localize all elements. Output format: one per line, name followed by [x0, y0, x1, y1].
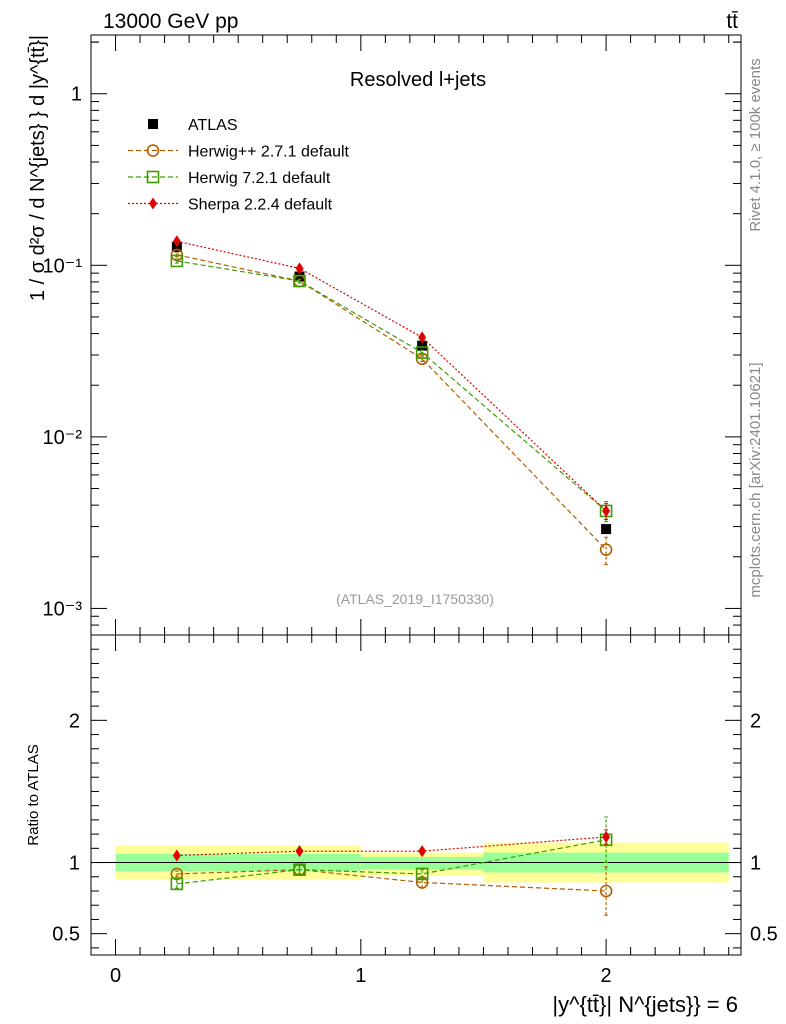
main-data-point: [602, 504, 611, 517]
main-series-line: [176, 254, 607, 551]
main-y-tick-label: 10⁻¹: [43, 255, 83, 277]
main-data-point: [172, 235, 181, 248]
ratio-series-line: [176, 839, 607, 885]
ratio-y-tick-label-right: 1: [750, 853, 761, 875]
ratio-series-line: [176, 869, 607, 892]
legend-entry-1: Herwig++ 2.7.1 default: [128, 144, 350, 161]
main-y-tick-label: 10⁻³: [43, 598, 83, 620]
ratio-data-point: [602, 830, 611, 843]
ratio-y-axis-label: Ratio to ATLAS: [25, 744, 42, 845]
header-left: 13000 GeV pp: [103, 10, 238, 33]
x-axis-label: |y^{tt̄}| N^{jets}} = 6: [552, 992, 738, 1017]
ratio-y-tick-label-left: 0.5: [52, 924, 80, 946]
main-data-point: [293, 274, 306, 288]
legend-label: Herwig++ 2.7.1 default: [188, 144, 350, 161]
main-series-herwig-7-2-1-default: [170, 254, 613, 523]
ratio-data-point: [172, 849, 181, 862]
legend-marker: [146, 144, 160, 157]
axes-frame: [90, 34, 742, 956]
ratio-data-point: [418, 845, 427, 858]
watermark: (ATLAS_2019_I1750330): [336, 591, 494, 607]
legend-label: ATLAS: [188, 117, 238, 134]
data-series: [170, 235, 613, 916]
ratio-data-point: [599, 884, 613, 898]
main-series-atlas: [171, 241, 612, 535]
ratio-data-point: [415, 867, 429, 881]
legend-marker: [146, 170, 160, 184]
ratio-plot-frame: [90, 634, 742, 956]
main-data-point: [599, 543, 613, 556]
header-right: tt̄: [726, 10, 738, 33]
axis-ticks: [90, 35, 741, 955]
ratio-data-point: [170, 877, 184, 891]
mcplots-reference-text: mcplots.cern.ch [arXiv:2401.10621]: [747, 362, 764, 597]
ratio-y-tick-label-left: 2: [69, 710, 80, 732]
legend: ATLAS Herwig++ 2.7.1 default Herwig 7.2.1 …: [128, 117, 350, 214]
ratio-y-tick-label-left: 1: [69, 853, 80, 875]
ratio-data-point: [295, 845, 304, 858]
main-data-point: [601, 524, 612, 535]
ratio-series-line: [176, 836, 607, 857]
legend-marker: [149, 197, 157, 210]
main-y-tick-label: 1: [71, 84, 82, 106]
main-series-line: [176, 240, 607, 512]
main-series-line: [176, 260, 607, 512]
main-title: Resolved l+jets: [350, 69, 486, 91]
main-series-sherpa-2-2-4-default: [172, 235, 611, 520]
x-tick-label: 0: [110, 965, 121, 987]
legend-marker: [148, 119, 158, 129]
legend-label: Herwig 7.2.1 default: [188, 170, 331, 187]
main-y-axis-label: 1 / σ d²σ / d N^{jets} } d |y^{tt̄}|: [27, 35, 49, 301]
ratio-y-tick-label-right: 0.5: [750, 924, 778, 946]
x-tick-label: 2: [601, 965, 612, 987]
main-data-point: [294, 271, 305, 282]
rivet-version-text: Rivet 4.1.0, ≥ 100k events: [747, 58, 764, 231]
legend-entry-2: Herwig 7.2.1 default: [128, 170, 331, 187]
ratio-series-sherpa-2-2-4-default: [172, 829, 611, 862]
legend-label: Sherpa 2.2.4 default: [188, 197, 333, 214]
ratio-y-tick-label-right: 2: [750, 710, 761, 732]
main-data-point: [295, 262, 304, 275]
main-y-tick-label: 10⁻²: [43, 427, 83, 449]
legend-entry-3: Sherpa 2.2.4 default: [128, 197, 333, 214]
ratio-data-point: [293, 863, 306, 876]
main-data-point: [418, 331, 427, 344]
main-data-point: [415, 346, 429, 359]
x-tick-label: 1: [355, 965, 366, 987]
legend-entry-0: ATLAS: [148, 117, 238, 134]
main-data-point: [417, 340, 428, 351]
main-series-herwig-2-7-1-default: [170, 248, 613, 566]
band-inner-1: [360, 856, 484, 870]
main-data-point: [170, 254, 184, 268]
axis-tick-labels: 0 1 2 1 10⁻¹ 10⁻² 10⁻³ 0.5 0.5 1 1 2 2: [43, 84, 778, 987]
